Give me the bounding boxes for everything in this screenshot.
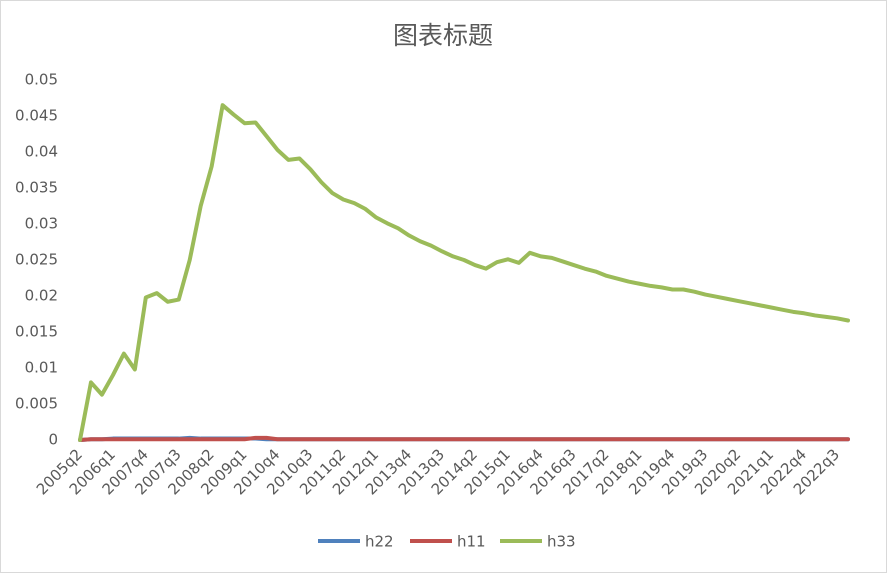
y-tick-label: 0.05 [25, 71, 58, 89]
y-tick-label: 0.015 [15, 323, 58, 341]
y-tick-label: 0 [48, 431, 58, 449]
series-line [78, 435, 850, 442]
y-tick-label: 0.045 [15, 107, 58, 125]
y-tick-label: 0.04 [25, 143, 58, 161]
y-tick-label: 0.02 [25, 287, 58, 305]
y-tick-label: 0.005 [15, 395, 58, 413]
legend-label: h22 [365, 533, 394, 551]
y-tick-label: 0.03 [25, 215, 58, 233]
legend-label: h33 [547, 533, 576, 551]
series-line [78, 103, 850, 442]
legend-label: h11 [457, 533, 486, 551]
y-tick-label: 0.01 [25, 359, 58, 377]
y-tick-label: 0.025 [15, 251, 58, 269]
chart-title: 图表标题 [393, 21, 493, 50]
y-tick-label: 0.035 [15, 179, 58, 197]
